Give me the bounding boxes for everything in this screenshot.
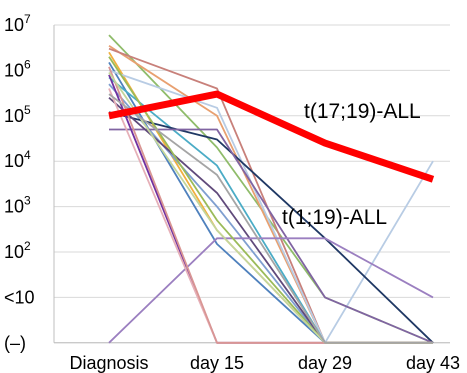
y-tick-exponent: 4 (24, 148, 31, 162)
x-tick-label: day 43 (406, 353, 460, 373)
y-tick-label: 102 (4, 239, 31, 262)
y-tick-base: (–) (4, 333, 26, 353)
series-line (108, 93, 433, 344)
y-tick-exponent: 3 (24, 194, 31, 208)
series-line (108, 111, 434, 344)
y-tick-exponent: 2 (24, 239, 31, 253)
series-line (108, 69, 434, 344)
y-tick-exponent: 5 (24, 103, 31, 117)
highlight-series-line (108, 90, 435, 183)
annotation-t17-19: t(17;19)-ALL (304, 100, 421, 123)
y-tick-label: 105 (4, 103, 31, 126)
y-tick-base: 10 (4, 106, 24, 126)
series-line (108, 237, 434, 344)
y-tick-label: 106 (4, 57, 31, 80)
annotation-t1-19: t(1;19)-ALL (282, 206, 387, 229)
highlight-series-group (108, 90, 435, 183)
background-series-group (108, 34, 434, 344)
x-tick-label: day 15 (190, 353, 244, 373)
y-tick-label: 103 (4, 194, 31, 217)
y-tick-exponent: 7 (24, 12, 31, 26)
annotations: t(17;19)-ALL t(1;19)-ALL (282, 100, 421, 229)
y-tick-label: 107 (4, 12, 31, 35)
x-tick-label: Diagnosis (69, 353, 148, 373)
series-line (109, 128, 434, 344)
y-tick-base: 10 (4, 242, 24, 262)
y-tick-label: <10 (4, 287, 35, 307)
y-tick-base: 10 (4, 197, 24, 217)
x-tick-label: day 29 (298, 353, 352, 373)
y-tick-exponent: 6 (24, 57, 31, 71)
y-tick-base: <10 (4, 287, 35, 307)
y-tick-label: (–) (4, 333, 26, 353)
y-tick-base: 10 (4, 60, 24, 80)
y-tick-base: 10 (4, 151, 24, 171)
y-tick-base: 10 (4, 15, 24, 35)
y-tick-label: 104 (4, 148, 31, 171)
